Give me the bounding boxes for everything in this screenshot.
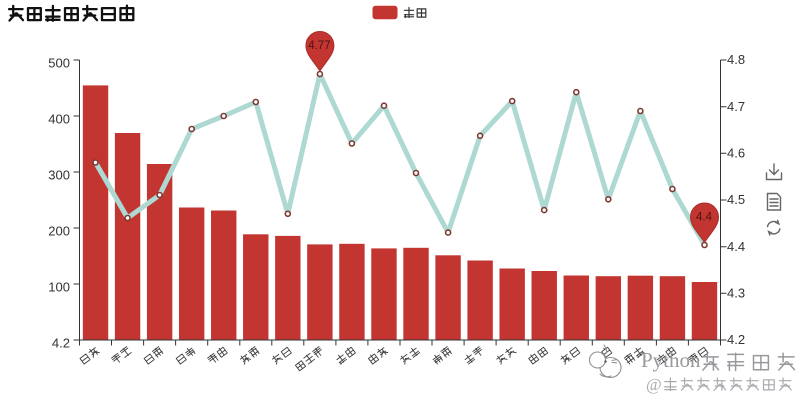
svg-text:4.6: 4.6 bbox=[727, 146, 745, 161]
svg-text:4.8: 4.8 bbox=[727, 52, 745, 67]
svg-text:4.2: 4.2 bbox=[52, 336, 70, 351]
svg-text:400: 400 bbox=[48, 112, 70, 127]
svg-text:500: 500 bbox=[48, 56, 70, 71]
svg-text:4.4: 4.4 bbox=[727, 239, 745, 254]
svg-text:4.5: 4.5 bbox=[727, 192, 745, 207]
svg-text:200: 200 bbox=[48, 224, 70, 239]
svg-text:@: @ bbox=[646, 375, 662, 394]
svg-text:300: 300 bbox=[48, 168, 70, 183]
svg-text:4.4: 4.4 bbox=[696, 212, 713, 224]
svg-text:100: 100 bbox=[48, 280, 70, 295]
svg-text:4.7: 4.7 bbox=[727, 99, 745, 114]
svg-text:4.3: 4.3 bbox=[727, 286, 745, 301]
svg-text:4.77: 4.77 bbox=[308, 40, 330, 52]
svg-text:4.2: 4.2 bbox=[727, 332, 745, 347]
svg-text:Python: Python bbox=[641, 348, 701, 372]
